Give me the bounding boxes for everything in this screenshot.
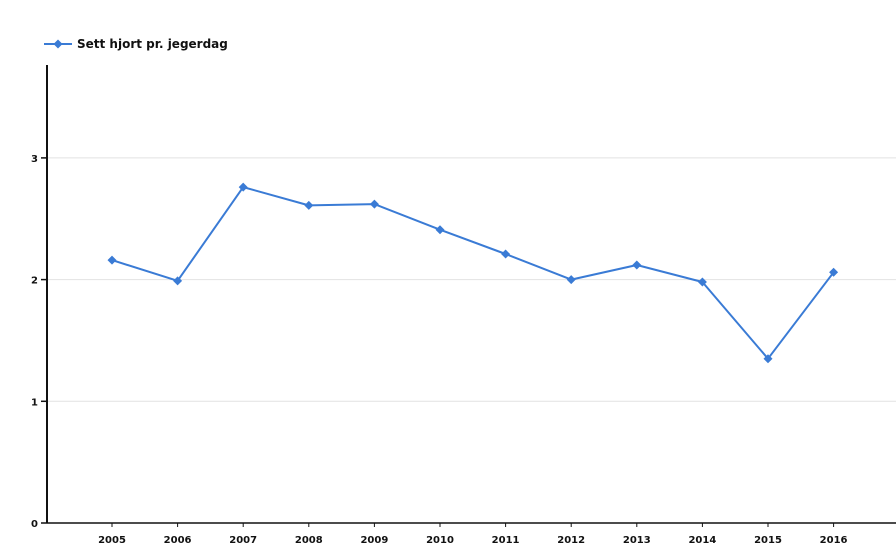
series (107, 182, 839, 364)
data-point (238, 182, 248, 192)
x-tick-label: 2007 (229, 535, 257, 546)
x-tick-label: 2005 (98, 535, 126, 546)
x-tick-label: 2008 (295, 535, 323, 546)
data-point (369, 199, 379, 209)
data-point (763, 354, 773, 364)
data-point (435, 225, 445, 235)
x-tick-label: 2009 (360, 535, 388, 546)
x-tick-label: 2011 (492, 535, 520, 546)
y-ticks: 0 1 2 3 (31, 154, 47, 530)
y-tick-label: 0 (31, 519, 38, 530)
data-point (501, 249, 511, 259)
y-tick-label: 1 (31, 397, 38, 408)
gridlines (47, 157, 896, 402)
data-point (566, 275, 576, 285)
x-ticks: 2005 2006 2007 2008 2009 2010 2011 2012 2013 2014… (98, 523, 848, 546)
x-tick-label: 2015 (754, 535, 782, 546)
data-point (304, 200, 314, 210)
y-tick-label: 2 (31, 276, 38, 287)
legend: Sett hjort pr. jegerdag (44, 37, 228, 51)
axes (46, 65, 896, 524)
data-point (632, 260, 642, 270)
x-tick-label: 2010 (426, 535, 454, 546)
x-tick-label: 2014 (688, 535, 716, 546)
data-point (107, 255, 117, 265)
x-tick-label: 2016 (820, 535, 848, 546)
legend-label: Sett hjort pr. jegerdag (77, 37, 228, 51)
data-point (697, 277, 707, 287)
data-point (829, 267, 839, 277)
x-tick-label: 2012 (557, 535, 585, 546)
x-tick-label: 2013 (623, 535, 651, 546)
data-point (173, 276, 183, 286)
x-tick-label: 2006 (164, 535, 192, 546)
series-line (111, 186, 835, 360)
y-tick-label: 3 (31, 154, 38, 165)
legend-diamond-icon (53, 39, 63, 49)
